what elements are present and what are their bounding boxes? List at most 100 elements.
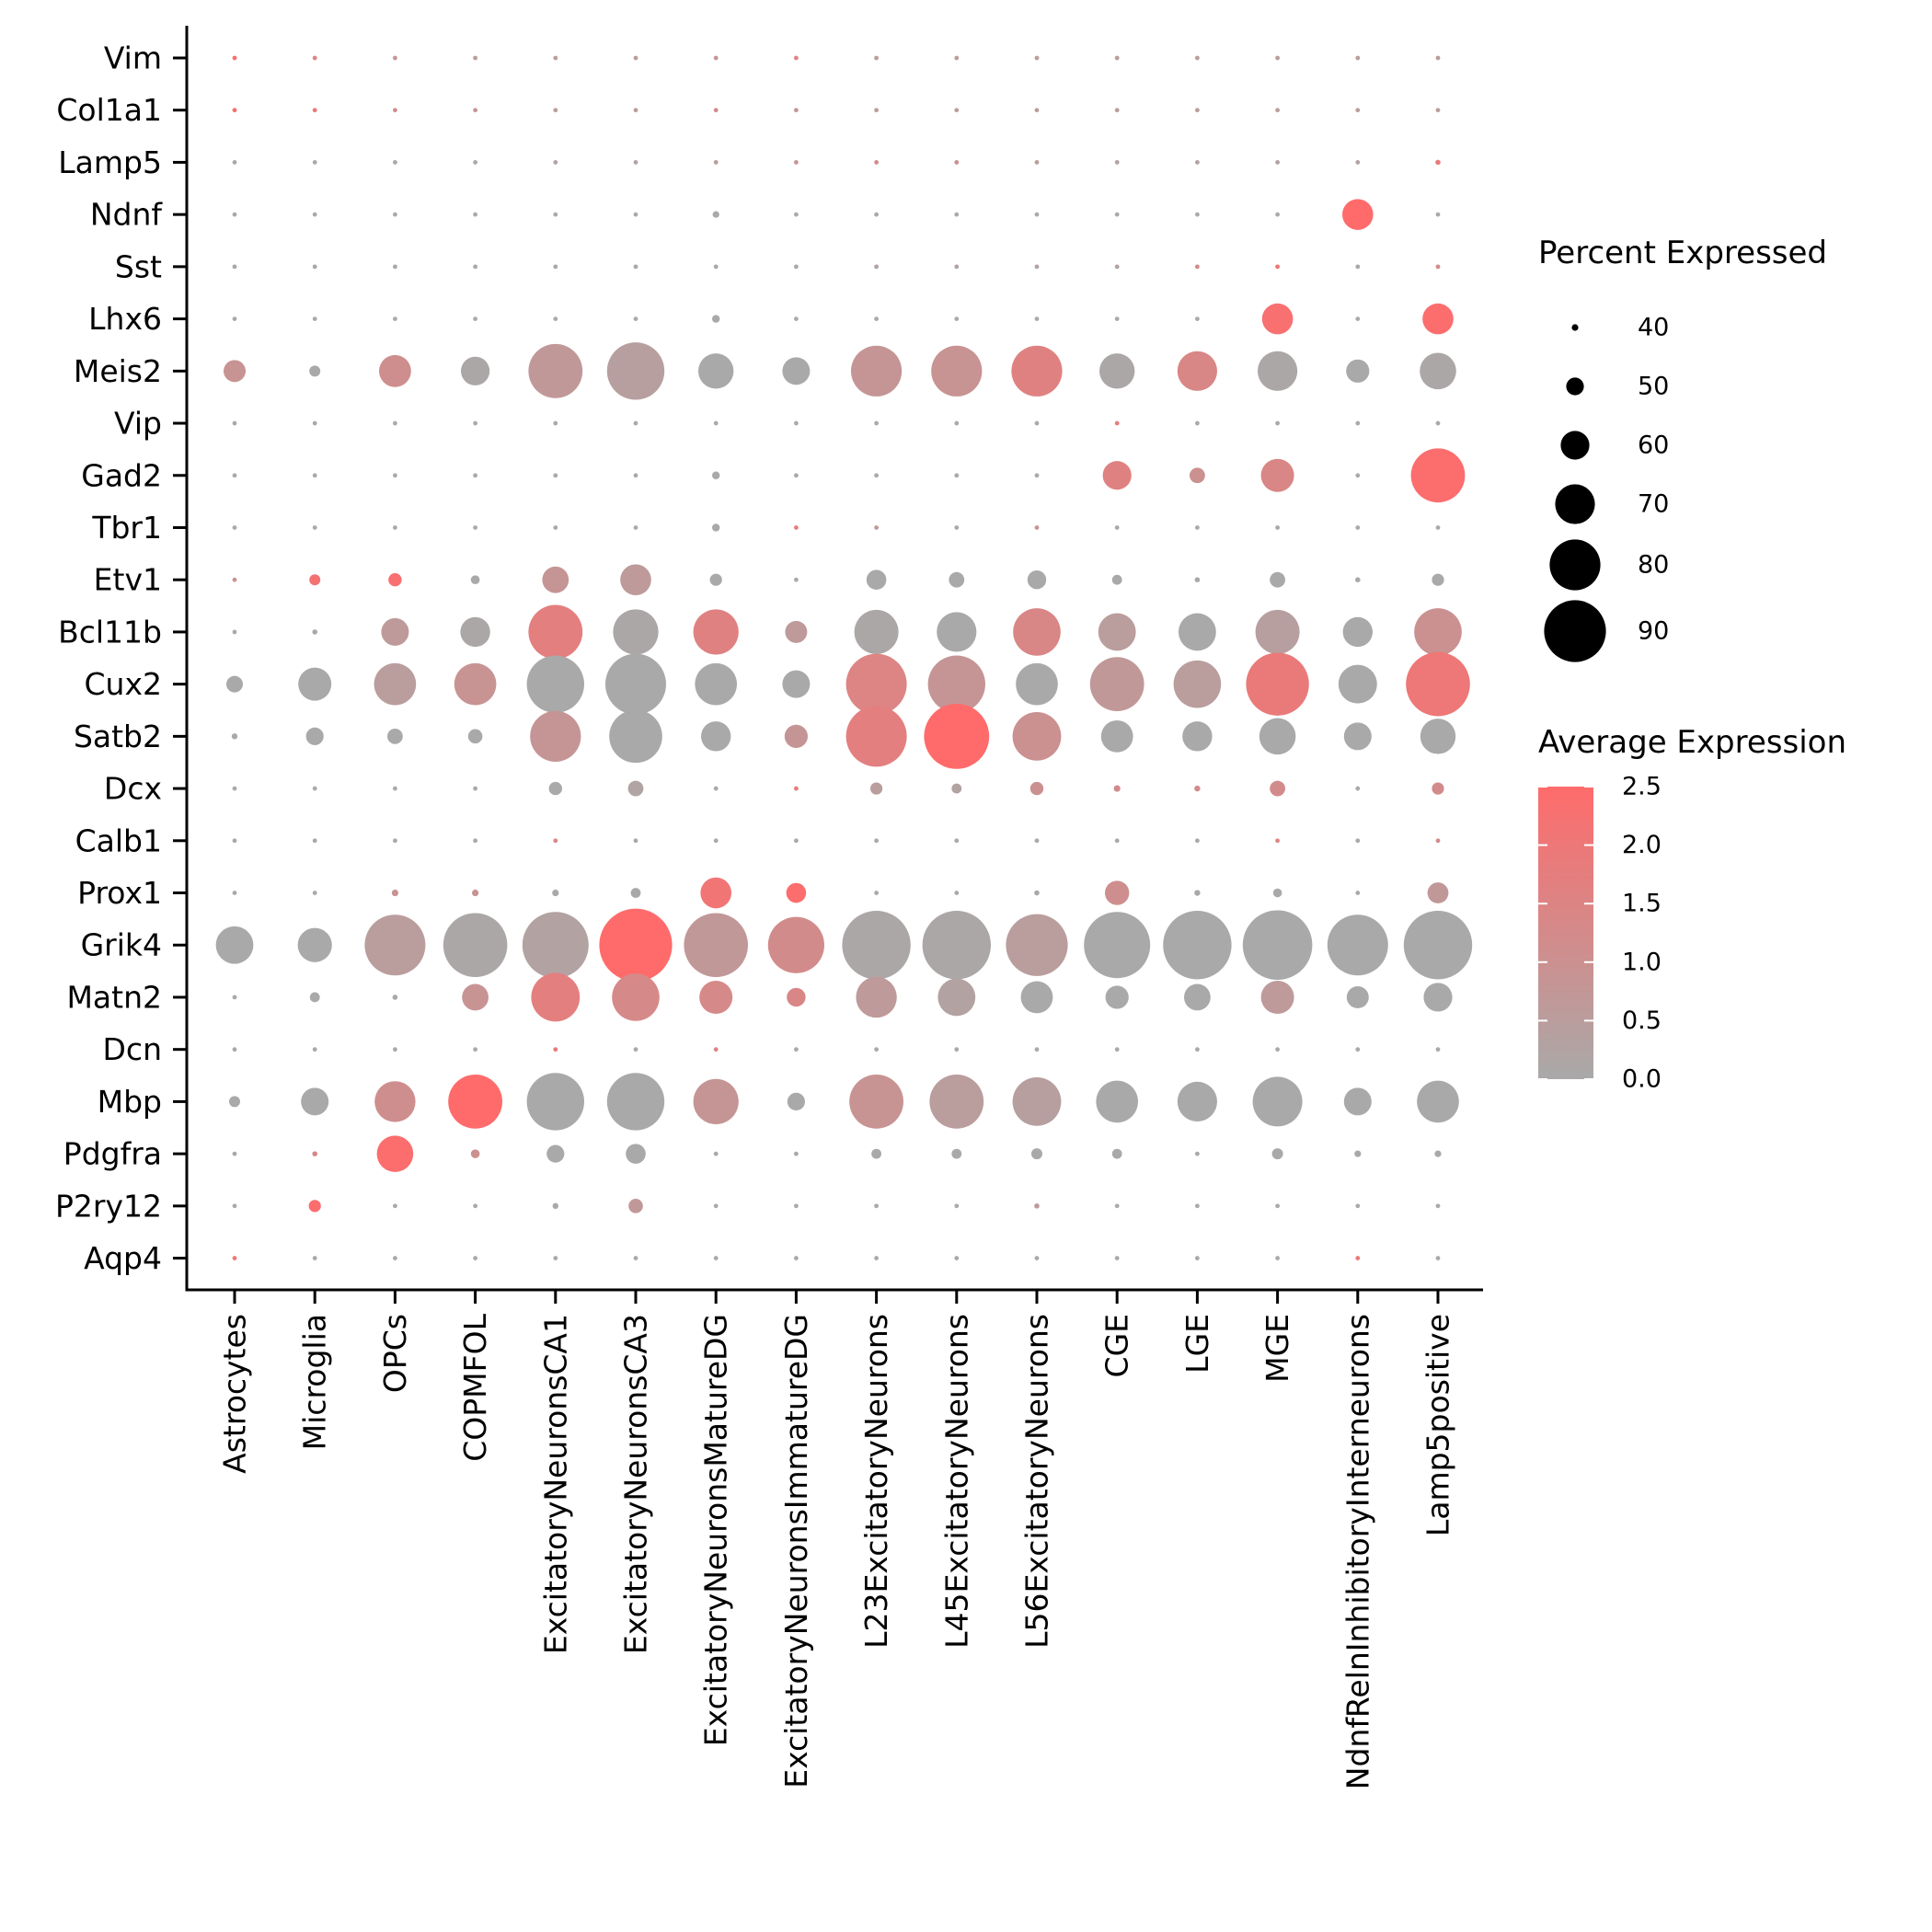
dot-Col1a1-OPCs [393, 108, 397, 113]
dot-Satb2-ExcitatoryNeuronsMatureDG [701, 721, 731, 752]
y-tick-label: Vim [104, 40, 162, 76]
y-tick-label: Cux2 [85, 666, 162, 702]
size-legend-label: 60 [1638, 431, 1669, 460]
dot-P2ry12-ExcitatoryNeuronsMatureDG [713, 1203, 719, 1209]
dot-Tbr1-CGE [1114, 525, 1120, 530]
dot-Cux2-OPCs [374, 662, 417, 706]
dot-Vip-ExcitatoryNeuronsImmatureDG [794, 420, 799, 426]
dot-Lamp5-L45ExcitatoryNeurons [954, 160, 960, 165]
dot-Grik4-NdnfRelnInhibitoryInterneurons [1327, 914, 1388, 976]
dot-Vip-L45ExcitatoryNeurons [954, 420, 960, 426]
dot-Meis2-COPMFOL [460, 356, 490, 385]
dot-Sst-Astrocytes [232, 264, 237, 270]
y-tick-label: Tbr1 [91, 510, 162, 546]
dot-Gad2-CGE [1102, 461, 1132, 490]
dot-Gad2-OPCs [393, 473, 397, 478]
dot-Dcx-Microglia [312, 786, 317, 791]
dot-Satb2-ExcitatoryNeuronsCA1 [530, 710, 581, 762]
y-axis: Vim Col1a1 Lamp5 Ndnf Sst Lhx6 Meis2 Vip Gad2 Tbr… [55, 40, 187, 1276]
dot-P2ry12-CGE [1114, 1203, 1120, 1209]
dot-Pdgfra-L56ExcitatoryNeurons [1031, 1148, 1042, 1160]
dot-Dcn-Microglia [312, 1047, 317, 1052]
dot-Vim-COPMFOL [473, 55, 477, 61]
dot-Lhx6-Lamp5positive [1422, 303, 1454, 335]
dot-Grik4-OPCs [364, 914, 426, 976]
dot-Ndnf-OPCs [393, 212, 397, 217]
dot-Prox1-MGE [1272, 888, 1282, 898]
dot-Calb1-ExcitatoryNeuronsCA3 [633, 838, 638, 844]
color-legend: Average Expression 0.0 0.5 1.0 1.5 2.0 2.5 [1538, 724, 1846, 1094]
dot-Calb1-COPMFOL [473, 838, 477, 844]
dot-Calb1-LGE [1195, 838, 1200, 844]
dot-Lhx6-COPMFOL [473, 316, 477, 321]
dot-Mbp-L56ExcitatoryNeurons [1012, 1077, 1062, 1126]
dot-Etv1-ExcitatoryNeuronsImmatureDG [794, 577, 799, 582]
dot-Ndnf-ExcitatoryNeuronsCA1 [553, 212, 558, 217]
dot-Satb2-Astrocytes [231, 733, 238, 740]
dot-Aqp4-Microglia [312, 1256, 317, 1260]
dot-Grik4-L45ExcitatoryNeurons [922, 911, 991, 980]
dot-Vim-L56ExcitatoryNeurons [1034, 55, 1040, 61]
y-tick-label: Satb2 [74, 719, 162, 754]
dot-Cux2-NdnfRelnInhibitoryInterneurons [1338, 664, 1377, 704]
dot-Ndnf-CGE [1114, 212, 1120, 217]
dot-Dcn-ExcitatoryNeuronsImmatureDG [794, 1047, 799, 1052]
dot-Dcx-L56ExcitatoryNeurons [1029, 781, 1044, 796]
dot-Ndnf-Lamp5positive [1435, 212, 1441, 217]
y-tick-label: Calb1 [75, 822, 162, 858]
dot-Col1a1-ExcitatoryNeuronsCA3 [633, 108, 638, 113]
dot-Meis2-Lamp5positive [1420, 352, 1456, 390]
dot-Grik4-ExcitatoryNeuronsCA1 [522, 912, 589, 979]
dot-Col1a1-L45ExcitatoryNeurons [954, 108, 960, 113]
dot-Vip-L56ExcitatoryNeurons [1034, 420, 1040, 426]
dot-Etv1-NdnfRelnInhibitoryInterneurons [1355, 577, 1361, 582]
dot-layer [215, 55, 1473, 1260]
dot-Prox1-L23ExcitatoryNeurons [874, 891, 879, 895]
dot-Satb2-ExcitatoryNeuronsCA3 [609, 709, 662, 764]
dot-Dcn-L45ExcitatoryNeurons [954, 1047, 960, 1052]
dot-Aqp4-L56ExcitatoryNeurons [1034, 1256, 1040, 1260]
dot-Prox1-L45ExcitatoryNeurons [954, 891, 960, 895]
dot-Vim-CGE [1114, 55, 1120, 61]
dot-P2ry12-L23ExcitatoryNeurons [874, 1203, 879, 1209]
dot-Lamp5-L56ExcitatoryNeurons [1034, 160, 1040, 165]
dot-Lamp5-MGE [1275, 160, 1280, 165]
dot-Tbr1-LGE [1195, 525, 1200, 530]
dot-Tbr1-L23ExcitatoryNeurons [874, 525, 879, 530]
dot-Lhx6-MGE [1261, 303, 1294, 335]
dot-P2ry12-ExcitatoryNeuronsCA1 [552, 1202, 558, 1210]
x-tick-label: Astrocytes [217, 1314, 253, 1474]
dot-Mbp-Astrocytes [229, 1096, 240, 1108]
dot-Satb2-LGE [1182, 721, 1213, 752]
dot-Gad2-Astrocytes [232, 473, 237, 478]
dot-Dcx-ExcitatoryNeuronsImmatureDG [794, 786, 799, 791]
y-tick-label: Col1a1 [56, 92, 162, 128]
dot-Cux2-Microglia [298, 667, 332, 701]
x-tick-label: ExcitatoryNeuronsMatureDG [698, 1314, 734, 1746]
dot-Grik4-ExcitatoryNeuronsMatureDG [684, 913, 748, 978]
dot-Aqp4-ExcitatoryNeuronsCA1 [553, 1256, 558, 1260]
dot-Etv1-COPMFOL [470, 575, 480, 584]
dot-Lhx6-ExcitatoryNeuronsCA1 [553, 316, 558, 321]
dot-Lamp5-LGE [1195, 160, 1200, 165]
dot-Etv1-OPCs [388, 573, 402, 587]
dot-Dcx-CGE [1113, 785, 1121, 792]
size-legend-dot [1544, 600, 1606, 662]
dot-Matn2-L23ExcitatoryNeurons [856, 976, 897, 1018]
dot-Bcl11b-ExcitatoryNeuronsMatureDG [693, 609, 739, 655]
y-tick-label: Ndnf [90, 197, 164, 233]
dot-Calb1-L45ExcitatoryNeurons [954, 838, 960, 844]
dot-Matn2-ExcitatoryNeuronsMatureDG [699, 980, 733, 1014]
dot-Vim-Microglia [312, 55, 317, 61]
dot-Bcl11b-L45ExcitatoryNeurons [937, 612, 977, 652]
color-legend-bar [1538, 787, 1593, 1079]
dot-Cux2-ExcitatoryNeuronsMatureDG [695, 662, 737, 706]
dot-Dcx-ExcitatoryNeuronsCA1 [548, 781, 562, 796]
dot-Etv1-ExcitatoryNeuronsCA1 [542, 566, 569, 593]
dot-Col1a1-Microglia [312, 108, 317, 113]
dot-Matn2-Lamp5positive [1423, 983, 1453, 1012]
dot-Col1a1-L56ExcitatoryNeurons [1034, 108, 1040, 113]
dot-Lhx6-L23ExcitatoryNeurons [874, 316, 879, 321]
y-tick-label: P2ry12 [55, 1188, 162, 1224]
dot-Sst-L45ExcitatoryNeurons [954, 264, 960, 270]
